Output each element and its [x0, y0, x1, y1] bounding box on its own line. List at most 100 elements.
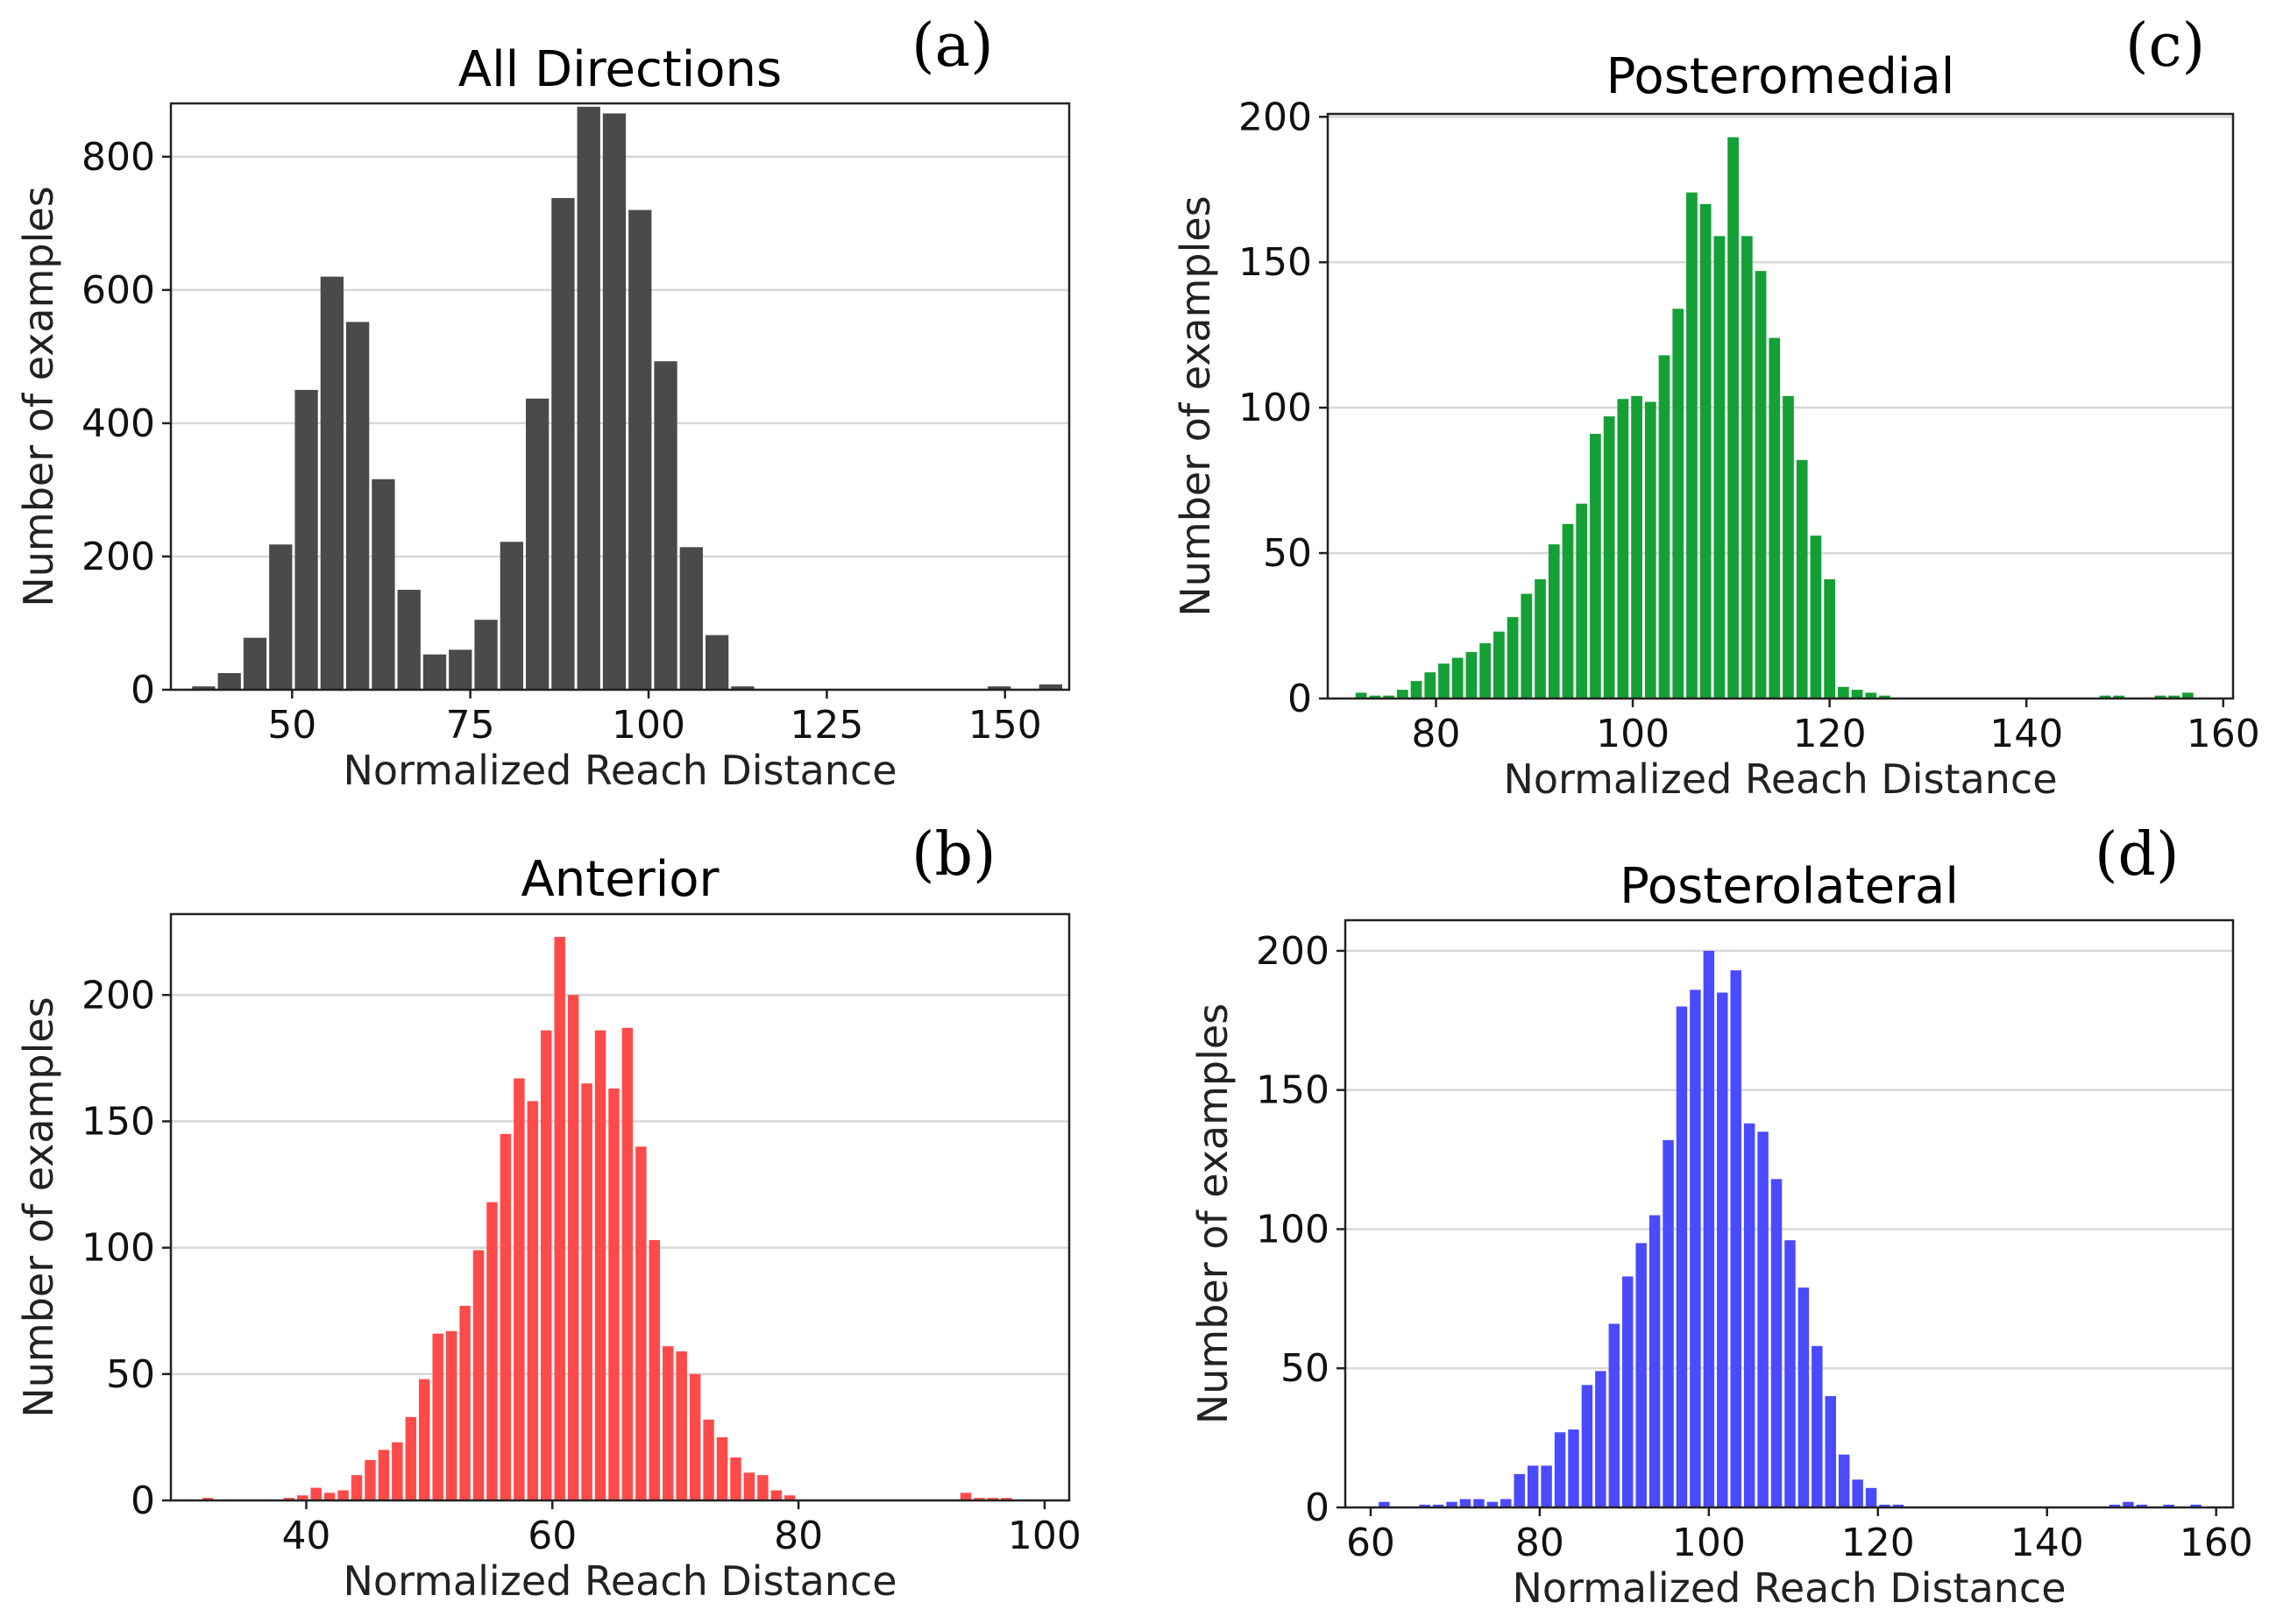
panel-label: (c) [2125, 11, 2205, 81]
bar [987, 1498, 999, 1500]
bar [323, 1493, 336, 1500]
bar-series [202, 936, 1012, 1500]
plot-frame [169, 102, 1071, 691]
bar [2168, 695, 2180, 699]
chart-panel-b: 40 60 80 100 0 50 100 150 200 Anterior (b) Normaliz… [15, 820, 1081, 1605]
y-tick-label: 200 [82, 973, 155, 1018]
bar [500, 542, 523, 690]
bar [1865, 1487, 1877, 1507]
plot-frame [1344, 918, 2235, 1509]
bar [2123, 1501, 2134, 1507]
bar [1432, 1504, 1444, 1507]
bar [1479, 642, 1492, 699]
bar [1797, 1287, 1810, 1507]
bar [1658, 355, 1670, 699]
bar [1796, 459, 1808, 699]
bar [445, 1330, 457, 1500]
bar [486, 1202, 498, 1500]
bar [500, 1133, 512, 1500]
y-tick-label: 600 [82, 268, 155, 313]
bar [1672, 308, 1684, 699]
x-tick-label: 160 [2187, 712, 2260, 756]
bar [1486, 1501, 1499, 1507]
bar [1810, 535, 1822, 699]
bar [743, 1472, 755, 1500]
bar [1595, 1371, 1606, 1507]
bar [1879, 1504, 1890, 1507]
bar [1743, 1123, 1755, 1507]
y-tick-label: 150 [82, 1099, 155, 1144]
bar [310, 1487, 322, 1500]
bar [1741, 236, 1753, 699]
bar [1757, 1131, 1769, 1507]
x-tick-label: 100 [1008, 1514, 1081, 1558]
bar [337, 1490, 349, 1500]
bar [1617, 399, 1629, 699]
bar [1838, 1454, 1850, 1507]
bar [635, 1146, 647, 1500]
chart-title: Posterolateral [1620, 858, 1959, 915]
x-axis-label: Normalized Reach Distance [1503, 755, 2057, 803]
y-axis-label: Number of examples [15, 186, 62, 606]
y-tick-label: 0 [131, 668, 155, 713]
bar [269, 544, 293, 690]
x-tick-label: 100 [1596, 712, 1670, 756]
bar [577, 106, 600, 690]
bar [297, 1495, 308, 1500]
bar [679, 547, 703, 690]
bar [770, 1490, 783, 1500]
bar [365, 1459, 376, 1500]
bar [1631, 395, 1642, 699]
bar [1369, 695, 1381, 699]
bar [1383, 695, 1394, 699]
bar [784, 1495, 796, 1500]
bar [1755, 271, 1767, 699]
bar [1851, 690, 1863, 699]
bar [608, 1088, 620, 1500]
bar [459, 1305, 471, 1500]
bar [217, 672, 241, 690]
bar [594, 1030, 606, 1500]
bar [1703, 950, 1715, 1507]
y-tick-label: 0 [1305, 1486, 1329, 1530]
bar [689, 1373, 701, 1500]
bar [1892, 1504, 1904, 1507]
y-tick-label: 100 [1238, 386, 1312, 430]
bar [649, 1239, 661, 1500]
bar [2181, 692, 2194, 699]
bar [1727, 137, 1739, 699]
bar [1663, 1139, 1674, 1507]
x-axis-label: Normalized Reach Distance [343, 747, 897, 794]
y-axis-label: Number of examples [15, 996, 62, 1417]
y-tick-label: 100 [82, 1226, 155, 1271]
bar [1730, 970, 1741, 1507]
bar [1465, 651, 1478, 699]
bar [1690, 989, 1701, 1507]
bar [527, 1101, 539, 1500]
bar [2136, 1504, 2148, 1507]
x-tick-label: 140 [2010, 1521, 2084, 1565]
chart-panel-a: 50 75 100 125 150 0 200 400 600 800 All Directions… [15, 11, 1071, 794]
bar [703, 1419, 714, 1500]
y-tick-label: 150 [1256, 1068, 1329, 1113]
panel-label: (b) [911, 820, 996, 890]
bar [2190, 1504, 2202, 1507]
bar [1507, 617, 1519, 699]
bar [472, 1250, 485, 1500]
bar [422, 654, 447, 690]
bar [2099, 695, 2111, 699]
plot-frame [169, 912, 1071, 1502]
bar [1379, 1501, 1390, 1507]
bar [1554, 1432, 1566, 1507]
y-tick-label: 0 [131, 1479, 155, 1523]
bar [2163, 1504, 2174, 1507]
bar [628, 209, 652, 691]
y-tick-label: 50 [1263, 531, 1312, 576]
bar [1548, 544, 1560, 699]
x-tick-label: 40 [281, 1514, 330, 1558]
plot-frame [1326, 112, 2235, 700]
bar [397, 589, 421, 690]
bar [1603, 416, 1615, 699]
bar [1576, 503, 1588, 699]
bar [202, 1498, 214, 1500]
